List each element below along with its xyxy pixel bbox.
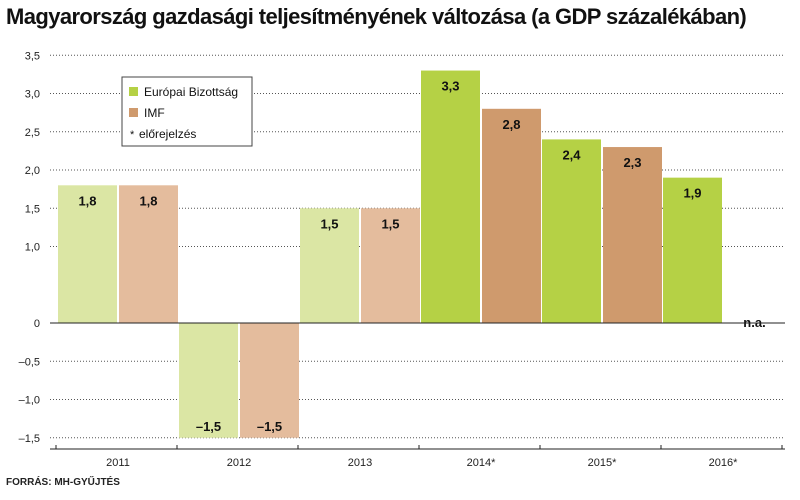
legend-swatch-ec: [129, 87, 138, 96]
x-axis: 2011 2012 2013 2014* 2015* 2016*: [50, 445, 785, 469]
x-tick-label: 2013: [348, 457, 372, 469]
data-label: 1,8: [139, 193, 157, 208]
bar-ec-2012: [179, 323, 238, 438]
bar-ec-2013: [300, 208, 359, 323]
bar-ec-2014: [421, 70, 480, 323]
legend-box: [121, 76, 253, 147]
data-label: –1,5: [196, 419, 221, 434]
y-tick-label: –1,5: [19, 433, 40, 445]
data-label: 1,5: [381, 216, 399, 231]
data-label: 1,5: [320, 216, 338, 231]
y-tick-label: –1,0: [19, 395, 40, 407]
y-axis-ticks: 3,5 3,0 2,5 2,0 1,5 1,0 0 –0,5 –1,0 –1,5: [19, 50, 40, 445]
source-note: FORRÁS: MH-GYŰJTÉS: [6, 477, 120, 488]
y-tick-label: 0: [34, 318, 40, 330]
y-tick-label: –0,5: [19, 356, 40, 368]
legend-swatch-imf: [129, 108, 138, 117]
x-tick-label: 2015*: [588, 457, 617, 469]
legend-label-ec: Európai Bizottság: [144, 85, 238, 99]
bar-ec-2016: [663, 177, 722, 323]
chart-title: Magyarország gazdasági teljesítményének …: [6, 4, 747, 29]
bar-imf-2015: [603, 147, 662, 323]
bar-ec-2015: [542, 139, 601, 323]
x-tick-label: 2011: [106, 457, 130, 469]
data-label: 2,4: [562, 147, 581, 162]
x-tick-label: 2012: [227, 457, 251, 469]
bar-imf-2012: [240, 323, 299, 438]
data-label: –1,5: [257, 419, 282, 434]
x-tick-label: 2016*: [709, 457, 738, 469]
legend-label-forecast: előrejelzés: [139, 127, 196, 141]
bar-imf-2013: [361, 208, 420, 323]
data-label: 2,8: [502, 117, 520, 132]
y-tick-label: 1,5: [25, 203, 40, 215]
bar-ec-2011: [58, 185, 117, 323]
y-tick-label: 3,0: [25, 89, 40, 101]
bars: 1,8 1,8–1,5 –1,51,5 1,53,32,82,42,31,9n.a.: [58, 70, 766, 438]
legend: Európai Bizottság IMF * előrejelzés: [121, 76, 253, 147]
grid-lines: [50, 54, 785, 439]
x-tick-label: 2014*: [467, 457, 496, 469]
data-label: 1,8: [78, 193, 96, 208]
data-label: 1,9: [683, 186, 701, 201]
y-tick-label: 1,0: [25, 242, 40, 254]
bar-imf-2011: [119, 185, 178, 323]
bar-imf-2014: [482, 108, 541, 323]
data-label: 2,3: [623, 155, 641, 170]
y-tick-label: 2,5: [25, 127, 40, 139]
legend-label-imf: IMF: [144, 106, 165, 120]
y-tick-label: 2,0: [25, 165, 40, 177]
data-label: 3,3: [441, 79, 459, 94]
legend-note-mark: *: [130, 129, 135, 141]
y-tick-label: 3,5: [25, 50, 40, 62]
